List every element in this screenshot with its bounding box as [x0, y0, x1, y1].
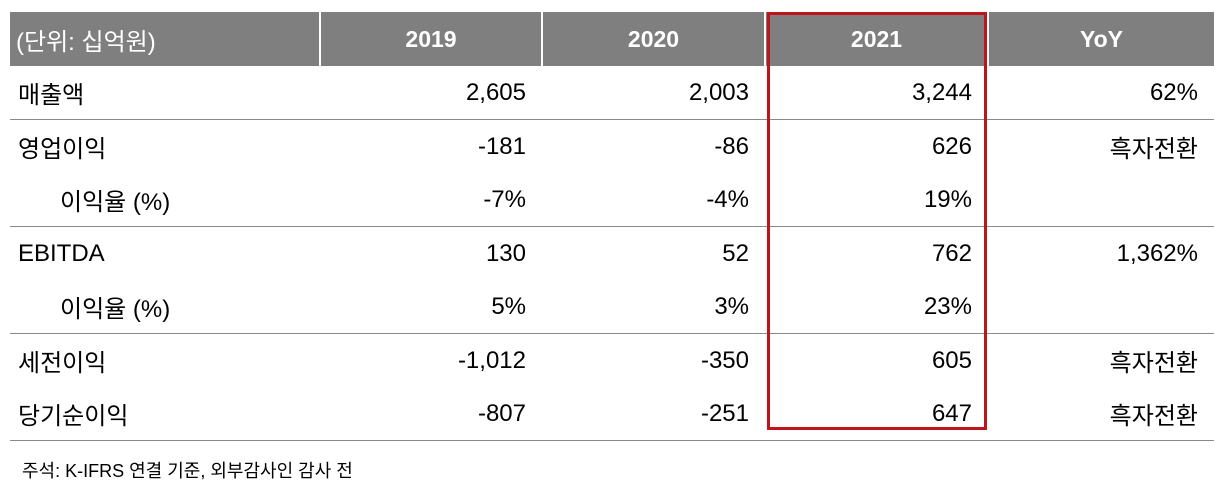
cell-yoy: 흑자전환 — [1109, 350, 1198, 377]
table-row-pretax-profit: 세전이익 -1,012 -350 605 흑자전환 — [10, 334, 1214, 388]
row-label: 매출액 — [10, 66, 320, 120]
cell-yoy: 흑자전환 — [1109, 136, 1198, 163]
cell-yoy — [988, 280, 1214, 334]
cell-2021: 23% — [765, 280, 988, 334]
table-row-operating-margin: 이익율 (%) -7% -4% 19% — [10, 173, 1214, 227]
cell-2021: 647 — [765, 387, 988, 441]
cell-2020: -251 — [542, 387, 765, 441]
row-label: EBITDA — [18, 239, 105, 267]
footnote: 주석: K-IFRS 연결 기준, 외부감사인 감사 전 — [22, 461, 353, 481]
cell-yoy: 62% — [988, 66, 1214, 120]
cell-yoy: 흑자전환 — [988, 387, 1214, 441]
cell-2020: 3% — [542, 280, 765, 334]
cell-2020: -86 — [714, 132, 749, 160]
cell-2019: -807 — [320, 387, 542, 441]
table-row-operating-profit: 영업이익 -181 -86 626 흑자전환 — [10, 120, 1214, 174]
cell-2021: 3,244 — [765, 66, 988, 120]
table-row-ebitda: EBITDA 130 52 762 1,362% — [10, 227, 1214, 281]
table-row-ebitda-margin: 이익율 (%) 5% 3% 23% — [10, 280, 1214, 334]
cell-2019: 5% — [320, 280, 542, 334]
row-label: 이익율 (%) — [10, 280, 320, 334]
row-label: 영업이익 — [18, 136, 107, 163]
cell-2021: 762 — [931, 239, 972, 267]
col-header-2021: 2021 — [764, 12, 988, 66]
cell-2021: 19% — [765, 173, 988, 227]
col-header-2020: 2020 — [541, 12, 765, 66]
table-row-revenue: 매출액 2,605 2,003 3,244 62% — [10, 66, 1214, 120]
cell-2021: 605 — [931, 346, 972, 374]
cell-2019: 130 — [485, 239, 526, 267]
col-header-yoy: YoY — [987, 12, 1214, 66]
row-label: 세전이익 — [18, 350, 107, 377]
unit-label: (단위: 십억원) — [16, 28, 156, 56]
cell-yoy — [988, 173, 1214, 227]
financial-table: (단위: 십억원) 2019 2020 2021 YoY 매출액 2,605 2… — [10, 12, 1214, 441]
table-header-row: (단위: 십억원) 2019 2020 2021 YoY — [10, 12, 1214, 66]
table-row-net-income: 당기순이익 -807 -251 647 흑자전환 — [10, 387, 1214, 441]
cell-2019: -181 — [477, 132, 526, 160]
cell-2020: 52 — [722, 239, 749, 267]
cell-2019: -7% — [320, 173, 542, 227]
row-label: 당기순이익 — [10, 387, 320, 441]
cell-2019: 2,605 — [320, 66, 542, 120]
cell-2020: -4% — [542, 173, 765, 227]
row-label: 이익율 (%) — [10, 173, 320, 227]
cell-yoy: 1,362% — [1116, 239, 1198, 267]
cell-2019: -1,012 — [457, 346, 526, 374]
cell-2021: 626 — [931, 132, 972, 160]
cell-2020: -350 — [700, 346, 749, 374]
financial-table-container: (단위: 십억원) 2019 2020 2021 YoY 매출액 2,605 2… — [10, 12, 1214, 441]
cell-2020: 2,003 — [542, 66, 765, 120]
col-header-2019: 2019 — [319, 12, 542, 66]
